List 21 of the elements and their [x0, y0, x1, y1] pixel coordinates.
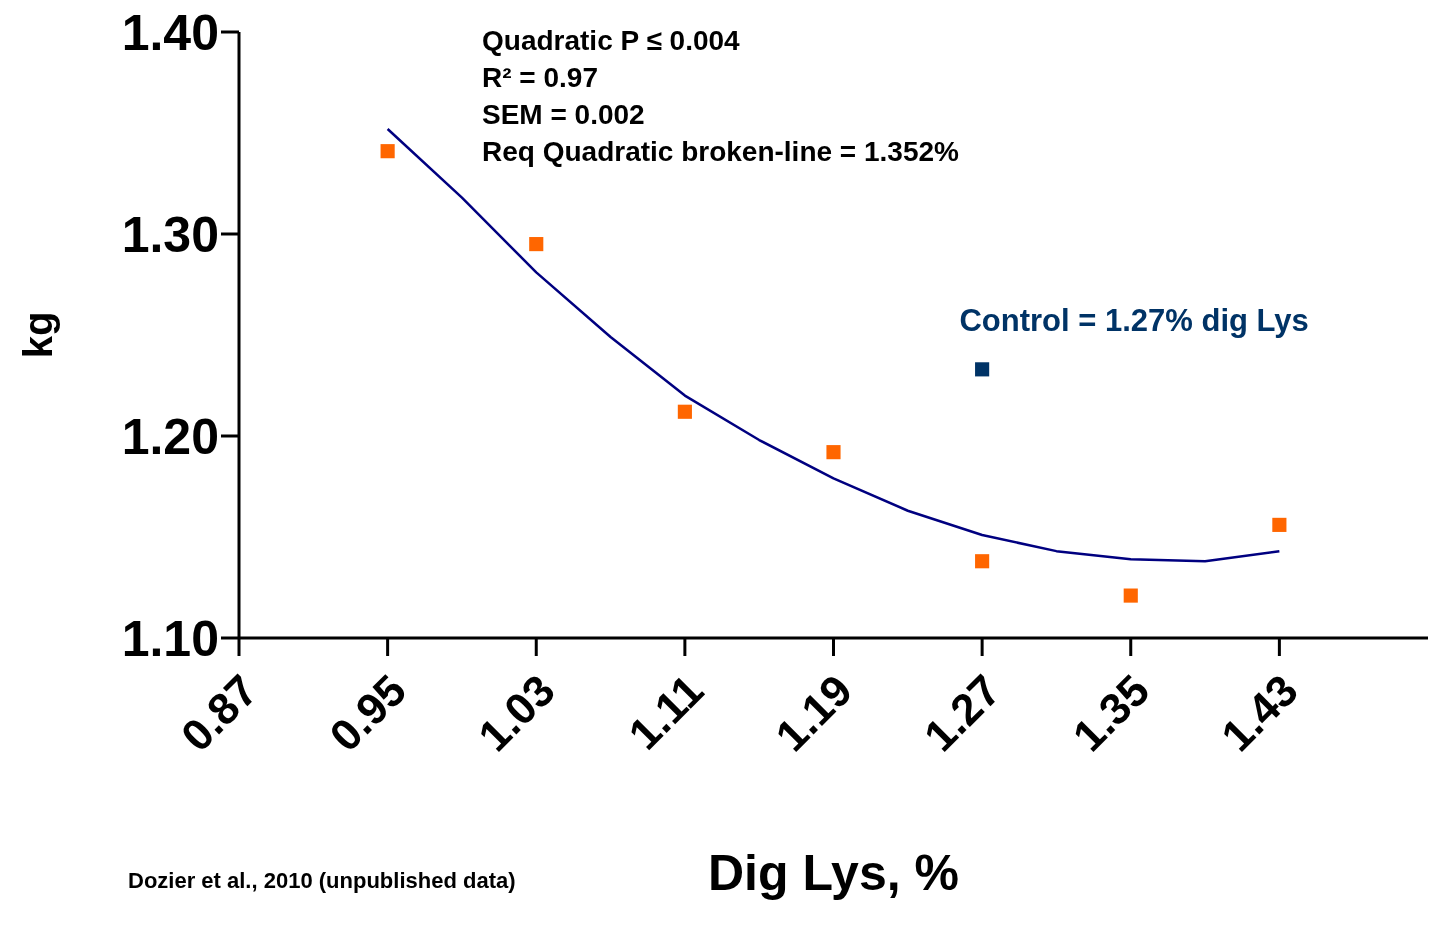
point — [1123, 588, 1138, 603]
y-tick-label: 1.40 — [121, 4, 219, 61]
annotation: Req Quadratic broken-line = 1.352% — [482, 135, 959, 169]
y-axis-title: kg — [16, 311, 61, 359]
text: Dozier et al., 2010 (unpublished data) — [128, 868, 516, 894]
annotation: SEM = 0.002 — [482, 98, 646, 132]
point — [677, 404, 692, 419]
point — [380, 144, 395, 159]
annotation: R² = 0.97 — [482, 61, 599, 95]
x-axis-title: Dig Lys, % — [708, 845, 959, 901]
y-tick-label: 1.30 — [121, 206, 219, 263]
point — [529, 237, 544, 252]
point — [975, 362, 990, 377]
series-label: Control = 1.27% dig Lys — [959, 303, 1309, 339]
x-tick-label: 1.11 — [618, 665, 713, 759]
y-tick-label: 1.20 — [121, 408, 219, 465]
point — [1272, 517, 1287, 532]
point — [975, 554, 990, 569]
annotation: Quadratic P ≤ 0.004 — [482, 24, 741, 58]
point — [826, 445, 841, 460]
y-tick-label: 1.10 — [121, 610, 219, 667]
